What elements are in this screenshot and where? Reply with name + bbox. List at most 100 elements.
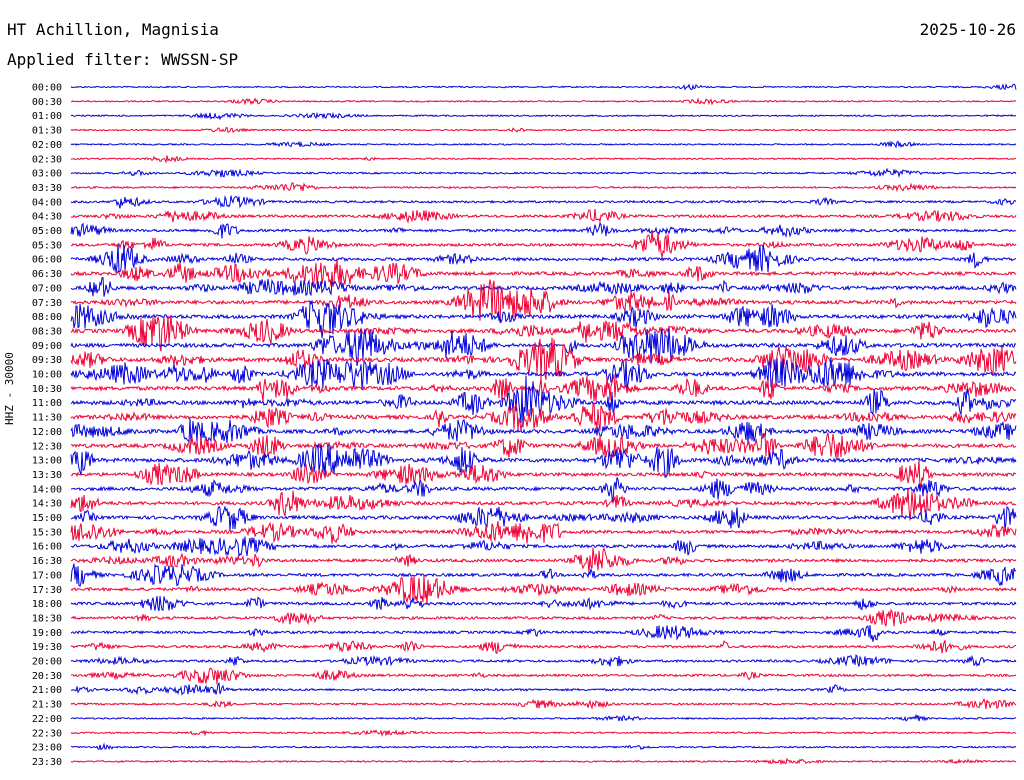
seismic-trace bbox=[70, 337, 1017, 381]
row-time-label: 17:00 bbox=[32, 570, 62, 581]
row-time-label: 10:30 bbox=[32, 384, 62, 395]
row-time-label: 13:00 bbox=[32, 456, 62, 467]
seismic-trace bbox=[70, 111, 1017, 121]
row-time-label: 15:00 bbox=[32, 513, 62, 524]
row-time-label: 03:30 bbox=[32, 183, 62, 194]
seismic-trace bbox=[70, 221, 1016, 239]
seismic-trace bbox=[70, 536, 1017, 558]
seismic-trace bbox=[70, 208, 1017, 224]
seismic-trace bbox=[70, 83, 1017, 91]
seismic-trace bbox=[70, 713, 1017, 722]
seismic-trace bbox=[70, 402, 1017, 431]
seismic-trace bbox=[70, 697, 1017, 710]
row-time-label: 05:30 bbox=[32, 240, 62, 251]
seismic-trace bbox=[70, 167, 1017, 179]
row-time-label: 04:00 bbox=[32, 197, 62, 208]
row-time-label: 21:30 bbox=[32, 700, 62, 711]
seismic-trace bbox=[70, 279, 1017, 323]
row-time-label: 02:30 bbox=[32, 154, 62, 165]
row-time-label: 10:00 bbox=[32, 370, 62, 381]
filter-label: Applied filter: WWSSN-SP bbox=[7, 50, 239, 69]
row-time-label: 14:00 bbox=[32, 484, 62, 495]
seismic-trace bbox=[70, 563, 1017, 587]
row-time-label: 00:00 bbox=[32, 83, 62, 94]
row-time-label: 08:00 bbox=[32, 312, 62, 323]
row-time-label: 00:30 bbox=[32, 97, 62, 108]
row-time-label: 15:30 bbox=[32, 527, 62, 538]
seismic-trace bbox=[70, 459, 1017, 489]
row-time-label: 02:00 bbox=[32, 140, 62, 151]
station-title: HT Achillion, Magnisia bbox=[7, 20, 219, 39]
row-time-label: 14:30 bbox=[32, 499, 62, 510]
row-time-label: 22:00 bbox=[32, 714, 62, 725]
seismic-trace bbox=[70, 356, 1017, 390]
row-time-label: 05:00 bbox=[32, 226, 62, 237]
seismic-trace bbox=[70, 608, 1017, 627]
seismic-trace bbox=[70, 546, 1017, 573]
seismic-trace bbox=[70, 243, 1017, 274]
seismic-trace bbox=[70, 155, 1017, 164]
seismic-trace bbox=[70, 418, 1017, 445]
row-time-label: 16:30 bbox=[32, 556, 62, 567]
seismic-trace bbox=[70, 505, 1017, 532]
seismic-trace bbox=[70, 574, 1017, 605]
seismic-trace bbox=[70, 375, 1017, 428]
row-time-label: 01:30 bbox=[32, 126, 62, 137]
seismic-trace bbox=[70, 97, 1017, 106]
row-time-label: 16:00 bbox=[32, 542, 62, 553]
row-time-label: 21:00 bbox=[32, 685, 62, 696]
row-time-label: 22:30 bbox=[32, 728, 62, 739]
seismic-trace bbox=[70, 742, 1017, 751]
row-time-label: 11:00 bbox=[32, 398, 62, 409]
seismic-trace bbox=[70, 276, 1017, 297]
row-time-label: 09:30 bbox=[32, 355, 62, 366]
row-time-label: 04:30 bbox=[32, 212, 62, 223]
row-time-label: 19:00 bbox=[32, 628, 62, 639]
seismic-trace bbox=[70, 477, 1017, 503]
seismic-trace bbox=[70, 182, 1017, 193]
row-time-label: 20:30 bbox=[32, 671, 62, 682]
row-time-label: 06:30 bbox=[32, 269, 62, 280]
row-time-label: 23:30 bbox=[32, 757, 62, 768]
seismic-trace bbox=[70, 729, 1017, 737]
record-date: 2025-10-26 bbox=[919, 20, 1016, 39]
seismic-trace bbox=[70, 432, 1017, 458]
seismic-trace bbox=[70, 314, 1017, 352]
row-time-label: 01:00 bbox=[32, 111, 62, 122]
row-time-label: 09:00 bbox=[32, 341, 62, 352]
seismic-trace bbox=[70, 230, 1017, 258]
seismic-trace bbox=[70, 195, 1017, 209]
seismic-trace bbox=[70, 667, 1017, 685]
seismic-trace bbox=[70, 625, 1017, 642]
seismic-trace bbox=[70, 374, 1016, 403]
seismic-trace bbox=[70, 327, 1017, 366]
seismic-trace bbox=[70, 757, 1017, 766]
seismic-trace bbox=[70, 595, 1017, 612]
row-time-label: 18:00 bbox=[32, 599, 62, 610]
row-time-label: 07:00 bbox=[32, 283, 62, 294]
row-time-label: 08:30 bbox=[32, 326, 62, 337]
seismic-trace bbox=[70, 258, 1017, 287]
row-time-label: 18:30 bbox=[32, 613, 62, 624]
row-time-label: 12:00 bbox=[32, 427, 62, 438]
seismic-trace bbox=[70, 681, 1017, 696]
seismic-trace bbox=[70, 488, 1016, 521]
row-time-label: 03:00 bbox=[32, 169, 62, 180]
seismic-trace bbox=[70, 521, 1017, 544]
row-time-label: 13:30 bbox=[32, 470, 62, 481]
row-time-label: 11:30 bbox=[32, 413, 62, 424]
seismic-trace bbox=[70, 140, 1017, 149]
row-time-label: 06:00 bbox=[32, 255, 62, 266]
seismic-trace bbox=[70, 639, 1016, 654]
seismic-trace bbox=[70, 654, 1017, 667]
seismic-trace bbox=[70, 299, 1017, 339]
row-time-label: 07:30 bbox=[32, 298, 62, 309]
row-time-label: 17:30 bbox=[32, 585, 62, 596]
seismic-trace bbox=[70, 126, 1017, 133]
row-time-label: 12:30 bbox=[32, 441, 62, 452]
row-time-label: 19:30 bbox=[32, 642, 62, 653]
row-time-label: 23:00 bbox=[32, 743, 62, 754]
row-time-label: 20:00 bbox=[32, 657, 62, 668]
seismic-trace bbox=[70, 443, 1017, 478]
